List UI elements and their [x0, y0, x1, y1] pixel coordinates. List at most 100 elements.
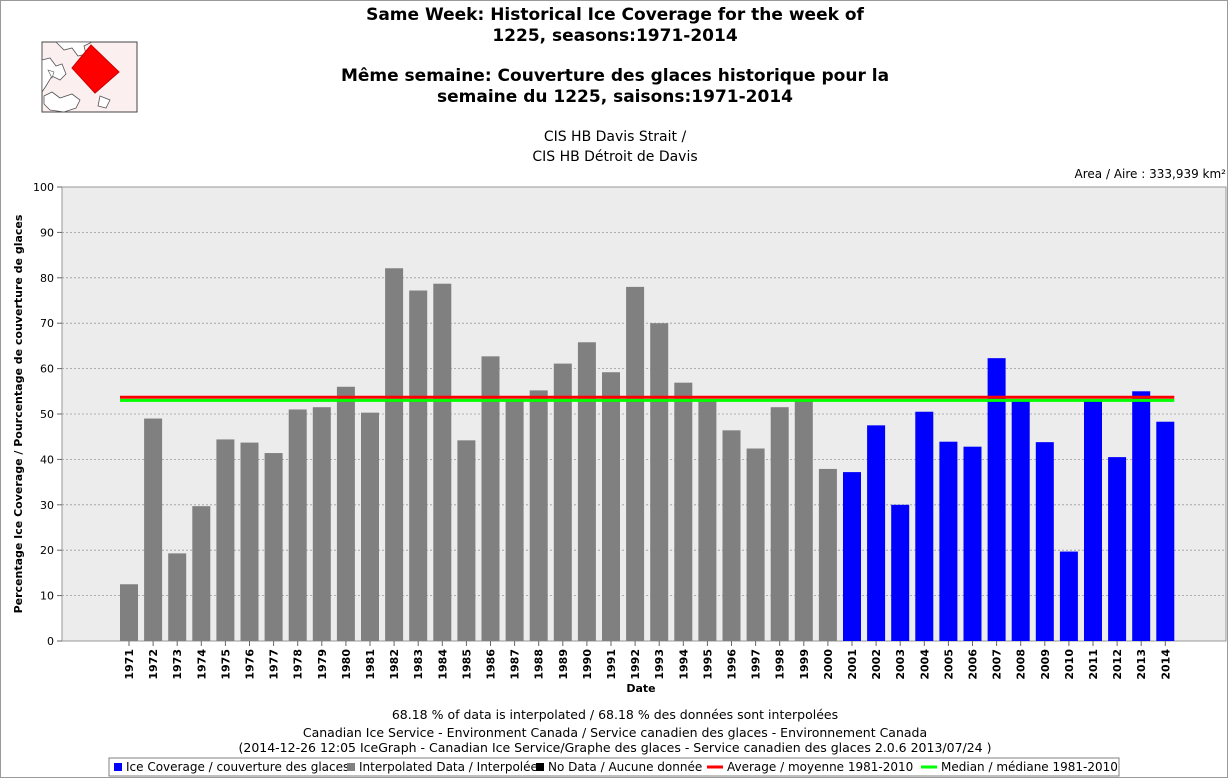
- y-tick-label: 50: [40, 408, 54, 421]
- x-tick-label: 1977: [268, 649, 281, 680]
- x-tick-label: 1982: [388, 649, 401, 680]
- footer-notes: 68.18 % of data is interpolated / 68.18 …: [238, 707, 991, 755]
- bar-1973: [168, 553, 187, 641]
- y-tick-label: 20: [40, 544, 54, 557]
- bar-1987: [505, 399, 524, 641]
- x-tick-label: 1994: [677, 649, 690, 680]
- x-tick-label: 1988: [533, 649, 546, 680]
- bar-1998: [770, 407, 789, 641]
- y-axis-label: Percentage Ice Coverage / Pourcentage de…: [12, 214, 25, 613]
- x-tick-label: 1983: [412, 649, 425, 680]
- x-tick-label: 2007: [991, 649, 1004, 680]
- x-tick-label: 1971: [123, 649, 136, 680]
- region-inset-map: [41, 41, 138, 113]
- bar-1997: [746, 448, 765, 641]
- legend-box: [108, 757, 1120, 777]
- legend-label: Interpolated Data / Interpolée: [359, 760, 538, 774]
- x-tick-label: 1993: [653, 649, 666, 680]
- x-tick-label: 2004: [918, 649, 931, 680]
- legend-label: Median / médiane 1981-2010: [941, 760, 1118, 774]
- legend-label: No Data / Aucune donnée: [548, 760, 702, 774]
- legend-swatch: [536, 763, 544, 771]
- x-tick-label: 2003: [894, 649, 907, 680]
- legend-item: Interpolated Data / Interpolée: [347, 760, 538, 774]
- x-tick-label: 2001: [846, 649, 859, 680]
- x-tick-label: 1999: [798, 649, 811, 680]
- y-tick-label: 40: [40, 453, 54, 466]
- bar-2000: [818, 468, 837, 641]
- bar-1995: [698, 399, 717, 641]
- x-tick-label: 1998: [774, 649, 787, 680]
- bar-2006: [963, 446, 982, 641]
- x-tick-label: 1995: [701, 649, 714, 680]
- x-tick-label: 2005: [942, 649, 955, 680]
- x-tick-label: 2011: [1087, 649, 1100, 680]
- x-tick-label: 1987: [509, 649, 522, 680]
- legend-item: Median / médiane 1981-2010: [921, 760, 1118, 774]
- y-tick-label: 80: [40, 272, 54, 285]
- bar-2009: [1035, 442, 1054, 641]
- y-tick-label: 100: [33, 181, 54, 194]
- x-tick-label: 1972: [147, 649, 160, 680]
- bar-2007: [987, 358, 1006, 641]
- x-tick-label: 1996: [726, 649, 739, 680]
- x-tick-label: 1974: [195, 649, 208, 680]
- source-note: Canadian Ice Service - Environment Canad…: [303, 725, 927, 740]
- x-tick-label: 1979: [316, 649, 329, 680]
- x-tick-label: 1973: [171, 649, 184, 680]
- legend-label: Average / moyenne 1981-2010: [727, 760, 913, 774]
- bar-1976: [240, 442, 259, 641]
- x-tick-label: 2006: [967, 649, 980, 680]
- bar-1981: [361, 412, 379, 641]
- y-tick-label: 60: [40, 363, 54, 376]
- bar-2003: [891, 504, 910, 641]
- bar-1991: [602, 372, 620, 641]
- title-fr-line2: semaine du 1225, saisons:1971-2014: [437, 87, 793, 107]
- bar-1996: [722, 430, 741, 641]
- bar-1994: [674, 382, 693, 641]
- bar-2010: [1059, 551, 1078, 641]
- x-axis-ticks: 1971 1972 1973 1974 1975 1976 1977 1978 1979 1980…: [123, 641, 1172, 680]
- bar-1977: [264, 453, 283, 641]
- x-tick-label: 1991: [605, 649, 618, 680]
- region-highlight-icon: [71, 44, 120, 94]
- bar-2004: [915, 411, 934, 641]
- legend-swatch: [114, 763, 122, 771]
- bar-1988: [529, 390, 548, 641]
- legend: Ice Coverage / couverture des glaces Inte…: [108, 757, 1120, 777]
- bar-1979: [312, 407, 331, 641]
- bar-1980: [336, 386, 355, 641]
- y-tick-label: 0: [47, 635, 54, 648]
- bar-1974: [192, 506, 211, 641]
- bar-1971: [120, 584, 138, 641]
- bar-2014: [1156, 421, 1175, 641]
- bar-1978: [288, 409, 307, 641]
- chart-title: Same Week: Historical Ice Coverage for t…: [341, 5, 889, 107]
- x-tick-label: 2000: [822, 649, 835, 680]
- x-tick-label: 2013: [1135, 649, 1148, 680]
- y-tick-label: 10: [40, 590, 54, 603]
- region-line1: CIS HB Davis Strait /: [544, 129, 687, 145]
- bar-1985: [457, 440, 476, 641]
- x-tick-label: 1980: [340, 649, 353, 680]
- bar-1999: [794, 399, 813, 641]
- bar-1989: [553, 363, 572, 641]
- interpolated-note: 68.18 % of data is interpolated / 68.18 …: [392, 707, 838, 722]
- bar-1975: [216, 439, 235, 641]
- x-tick-label: 1981: [364, 649, 377, 680]
- region-name: CIS HB Davis Strait / CIS HB Détroit de …: [532, 129, 697, 165]
- title-en-line1: Same Week: Historical Ice Coverage for t…: [366, 5, 864, 25]
- x-tick-label: 2008: [1015, 649, 1028, 680]
- bar-2008: [1011, 399, 1030, 641]
- generated-note: (2014-12-26 12:05 IceGraph - Canadian Ic…: [238, 740, 991, 755]
- reference-lines: [120, 395, 1175, 402]
- legend-item: Average / moyenne 1981-2010: [707, 760, 913, 774]
- bar-1972: [144, 418, 163, 641]
- area-label: Area / Aire : 333,939 km²: [1075, 167, 1227, 181]
- x-axis-label: Date: [626, 682, 655, 695]
- x-tick-label: 2002: [870, 649, 883, 680]
- x-tick-label: 2010: [1063, 649, 1076, 680]
- x-tick-label: 1975: [219, 649, 232, 680]
- x-tick-label: 1985: [460, 649, 473, 680]
